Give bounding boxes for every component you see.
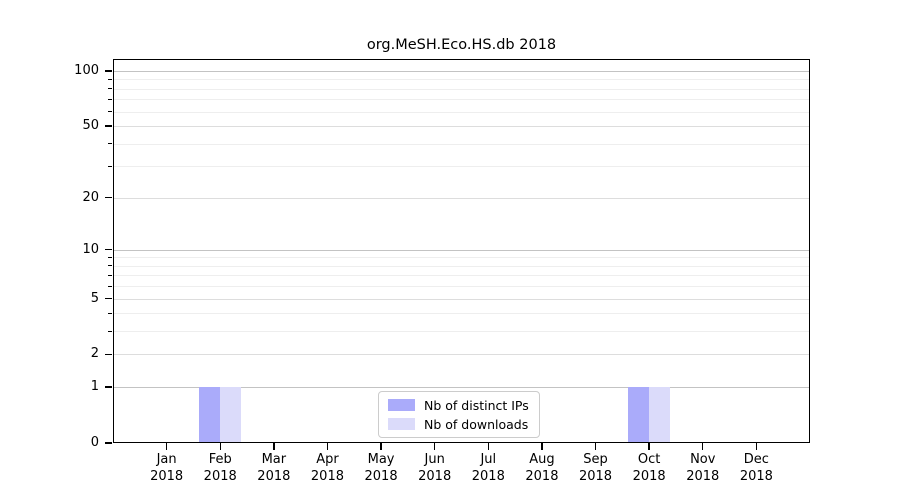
x-tick-dec bbox=[755, 443, 758, 450]
y-minor-tick-7 bbox=[108, 274, 112, 276]
y-tick-10 bbox=[104, 249, 112, 251]
y-minor-tick-30 bbox=[108, 165, 112, 167]
y-tick-100 bbox=[104, 70, 112, 72]
x-tick-label-jul: Jul 2018 bbox=[471, 452, 505, 484]
gridline-20 bbox=[113, 197, 810, 199]
bar-distinct-ips-feb bbox=[199, 387, 221, 443]
y-tick-label-10: 10 bbox=[82, 241, 99, 257]
x-tick-jun bbox=[433, 443, 436, 450]
x-tick-label-jan: Jan 2018 bbox=[150, 452, 184, 484]
plot-frame bbox=[113, 59, 810, 443]
y-tick-50 bbox=[104, 125, 112, 127]
gridline-2 bbox=[113, 354, 810, 356]
legend: Nb of distinct IPs Nb of downloads bbox=[378, 391, 540, 438]
y-minor-tick-9 bbox=[108, 256, 112, 258]
x-tick-aug bbox=[541, 443, 543, 450]
bar-downloads-feb bbox=[220, 387, 242, 443]
gridline-5 bbox=[113, 298, 810, 300]
gridline-minor-40 bbox=[113, 143, 810, 145]
legend-item-distinct-ips: Nb of distinct IPs bbox=[388, 397, 529, 413]
y-tick-label-5: 5 bbox=[90, 290, 99, 306]
x-tick-jul bbox=[487, 443, 489, 450]
gridline-minor-80 bbox=[113, 88, 810, 90]
gridline-minor-3 bbox=[113, 331, 810, 333]
x-tick-label-oct: Oct 2018 bbox=[632, 452, 666, 484]
y-tick-1 bbox=[104, 386, 112, 388]
x-tick-nov bbox=[702, 443, 704, 450]
x-tick-label-apr: Apr 2018 bbox=[310, 452, 344, 484]
chart-title: org.MeSH.Eco.HS.db 2018 bbox=[366, 37, 557, 53]
bar-downloads-oct bbox=[649, 387, 671, 443]
gridline-minor-6 bbox=[113, 286, 810, 288]
y-minor-tick-60 bbox=[108, 111, 112, 113]
gridline-minor-70 bbox=[113, 99, 810, 101]
y-minor-tick-80 bbox=[108, 88, 112, 90]
y-tick-2 bbox=[104, 353, 112, 356]
gridline-minor-7 bbox=[113, 275, 810, 277]
legend-label-distinct-ips: Nb of distinct IPs bbox=[424, 397, 529, 413]
x-tick-label-mar: Mar 2018 bbox=[257, 452, 291, 484]
plot-area: 0 1 2 5 10 20 50 100 Jan 2018 Feb 2018 Mar 2018 Apr… bbox=[74, 59, 810, 484]
y-minor-tick-3 bbox=[108, 330, 112, 332]
bar-distinct-ips-oct bbox=[628, 387, 650, 443]
x-tick-label-feb: Feb 2018 bbox=[203, 452, 237, 484]
gridline-100 bbox=[113, 71, 810, 72]
y-tick-5 bbox=[104, 297, 112, 300]
y-tick-label-50: 50 bbox=[82, 118, 99, 134]
gridline-minor-4 bbox=[113, 313, 810, 315]
y-tick-label-1: 1 bbox=[90, 379, 99, 395]
gridline-minor-8 bbox=[113, 265, 810, 267]
y-tick-label-2: 2 bbox=[90, 346, 99, 362]
x-tick-label-jun: Jun 2018 bbox=[418, 452, 452, 484]
y-minor-tick-4 bbox=[108, 312, 112, 314]
gridline-1 bbox=[113, 387, 810, 389]
distinct-ips-swatch bbox=[388, 399, 415, 411]
x-tick-label-may: May 2018 bbox=[364, 452, 398, 484]
downloads-swatch bbox=[388, 418, 415, 430]
y-tick-0 bbox=[104, 442, 112, 444]
gridline-minor-60 bbox=[113, 111, 810, 113]
gridline-10 bbox=[113, 249, 810, 251]
y-minor-tick-6 bbox=[108, 285, 112, 287]
x-tick-mar bbox=[273, 443, 275, 450]
y-tick-label-20: 20 bbox=[82, 189, 99, 205]
gridline-minor-9 bbox=[113, 257, 810, 259]
y-minor-tick-8 bbox=[108, 265, 112, 267]
y-tick-20 bbox=[104, 196, 112, 199]
x-tick-label-dec: Dec 2018 bbox=[739, 452, 773, 484]
gridline-50 bbox=[113, 126, 810, 128]
gridline-minor-90 bbox=[113, 79, 810, 81]
y-tick-label-0: 0 bbox=[90, 435, 99, 450]
x-tick-oct bbox=[648, 443, 650, 450]
y-minor-tick-70 bbox=[108, 98, 112, 100]
x-tick-apr bbox=[326, 443, 329, 450]
y-minor-tick-40 bbox=[108, 143, 112, 145]
legend-label-downloads: Nb of downloads bbox=[424, 416, 529, 432]
legend-item-downloads: Nb of downloads bbox=[388, 416, 529, 432]
y-minor-tick-90 bbox=[108, 78, 112, 80]
x-tick-jan bbox=[165, 443, 168, 450]
x-tick-label-sep: Sep 2018 bbox=[578, 452, 613, 484]
y-tick-label-100: 100 bbox=[74, 63, 99, 78]
gridline-minor-30 bbox=[113, 166, 810, 168]
x-tick-feb bbox=[219, 443, 221, 450]
x-tick-label-nov: Nov 2018 bbox=[686, 452, 720, 484]
x-tick-sep bbox=[594, 443, 597, 450]
x-tick-label-aug: Aug 2018 bbox=[525, 452, 559, 484]
x-tick-may bbox=[380, 443, 382, 450]
